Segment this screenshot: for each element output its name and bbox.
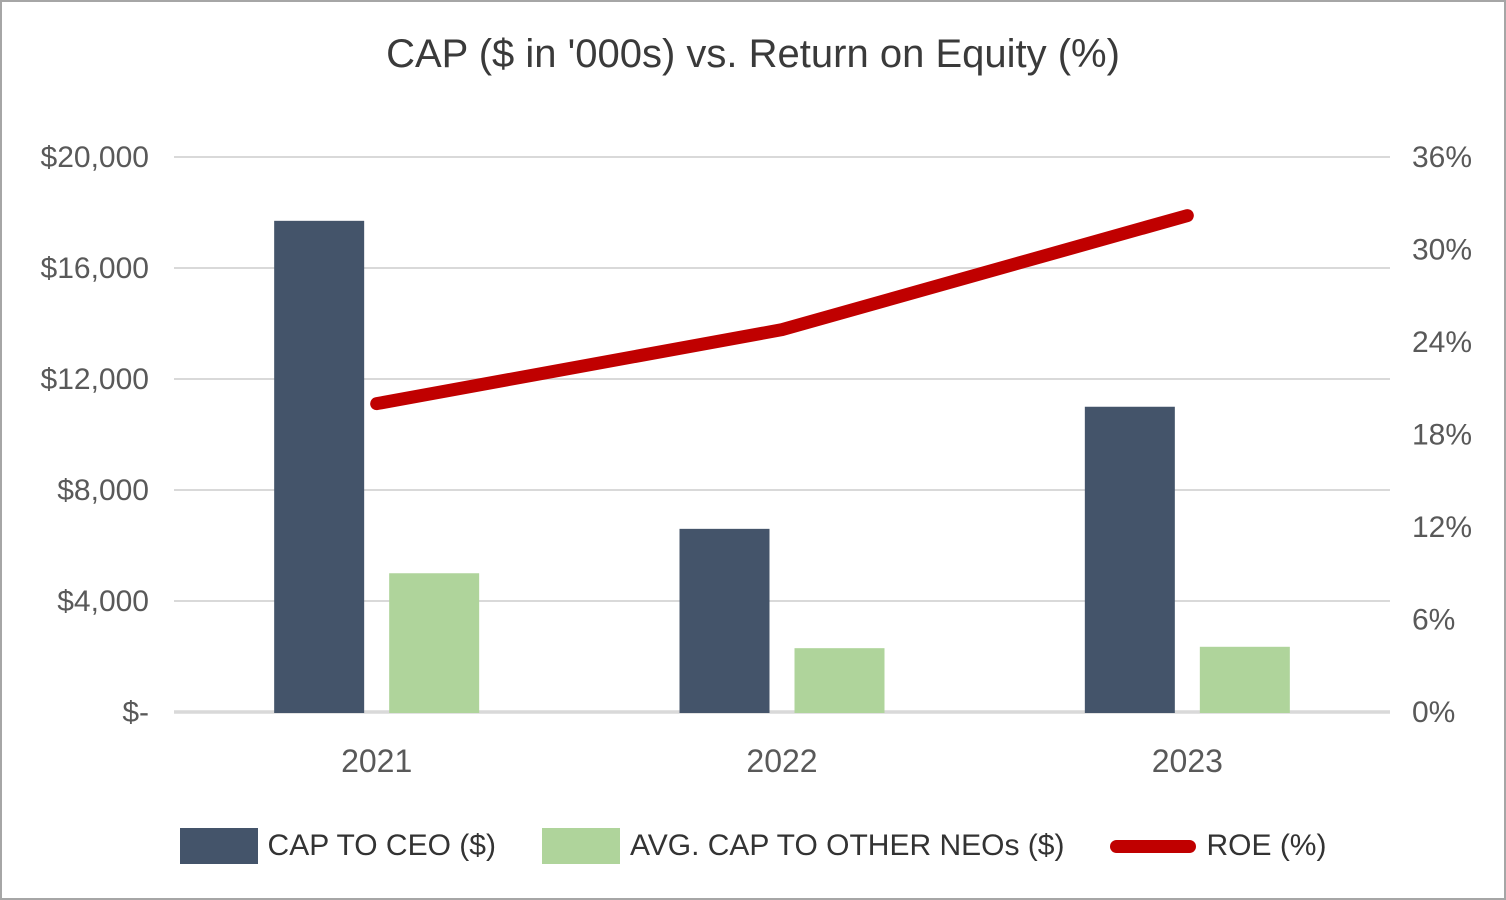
y-axis-right-tick-label: 0%: [1412, 696, 1455, 729]
y-axis-right-tick-label: 24%: [1412, 326, 1472, 359]
y-axis-right-tick-label: 30%: [1412, 234, 1472, 267]
bar-series-1-2022: [794, 648, 885, 713]
bar-series-0-2022: [679, 528, 770, 713]
y-axis-right-tick-label: 36%: [1412, 141, 1472, 174]
x-axis-category-label: 2022: [746, 743, 817, 779]
legend-label-roe: ROE (%): [1206, 829, 1327, 862]
y-axis-left-tick-label: $-: [122, 696, 149, 729]
bar-series-1-2021: [389, 573, 480, 713]
y-axis-right-tick-label: 6%: [1412, 604, 1455, 637]
legend: CAP TO CEO ($) AVG. CAP TO OTHER NEOs ($…: [2, 828, 1504, 864]
y-axis-left-tick-label: $20,000: [41, 141, 149, 174]
legend-swatch-avg-cap-other-neos: [541, 828, 620, 864]
y-axis-left-tick-label: $16,000: [41, 252, 149, 285]
roe-line: [370, 209, 1194, 411]
y-axis-left-tick-label: $8,000: [57, 474, 149, 507]
y-axis-right-tick-label: 12%: [1412, 511, 1472, 544]
legend-swatch-cap-to-ceo: [179, 828, 258, 864]
bar-series-1-2023: [1199, 646, 1290, 713]
bar-series-0-2021: [274, 220, 365, 713]
y-axis-left-tick-label: $12,000: [41, 363, 149, 396]
bar-series-0-2023: [1084, 406, 1175, 713]
legend-item-roe: ROE (%): [1110, 829, 1326, 863]
x-axis-category-label: 2021: [341, 743, 412, 779]
x-axis-category-label: 2023: [1152, 743, 1223, 779]
legend-item-avg-cap-other-neos: AVG. CAP TO OTHER NEOs ($): [541, 828, 1065, 864]
y-axis-right-tick-label: 18%: [1412, 419, 1472, 452]
y-axis-left-tick-label: $4,000: [57, 585, 149, 618]
legend-label-cap-to-ceo: CAP TO CEO ($): [267, 829, 496, 862]
legend-item-cap-to-ceo: CAP TO CEO ($): [179, 828, 496, 864]
legend-line-swatch-roe: [1110, 839, 1197, 853]
legend-label-avg-cap-other-neos: AVG. CAP TO OTHER NEOs ($): [629, 829, 1065, 862]
chart-title: CAP ($ in '000s) vs. Return on Equity (%…: [386, 32, 1120, 76]
